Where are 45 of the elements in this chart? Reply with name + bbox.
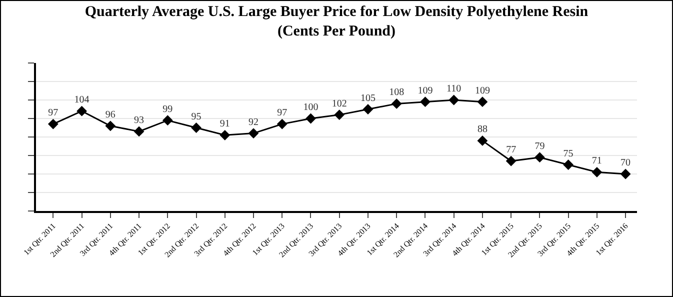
data-label: 105	[360, 92, 376, 104]
chart-title: Quarterly Average U.S. Large Buyer Price for Low Density Polyethylene Resin (Cents Per Pound)	[84, 4, 589, 40]
point	[477, 96, 488, 108]
point	[362, 104, 374, 114]
data-label: 99	[162, 104, 173, 115]
point	[248, 128, 259, 138]
point	[506, 156, 516, 166]
point	[592, 166, 602, 178]
data-label: 104	[74, 94, 90, 106]
point	[220, 130, 230, 140]
point	[162, 115, 173, 126]
point	[276, 118, 288, 130]
point	[105, 120, 116, 132]
point	[191, 122, 202, 133]
point	[534, 152, 545, 163]
point	[448, 94, 460, 106]
data-label: 93	[134, 114, 144, 126]
data-label: 92	[248, 116, 258, 128]
data-label: 102	[332, 98, 347, 110]
data-label: 95	[191, 111, 202, 122]
data-label: 77	[506, 144, 516, 156]
point	[48, 118, 58, 130]
point	[76, 106, 87, 116]
data-label: 108	[389, 87, 404, 98]
point	[334, 110, 345, 120]
point	[306, 113, 316, 124]
data-label: 97	[277, 108, 288, 119]
data-label: 70	[620, 158, 631, 168]
data-label: 97	[48, 108, 58, 119]
data-label: 110	[446, 84, 462, 94]
point	[391, 98, 402, 109]
point	[620, 168, 631, 180]
data-label: 109	[474, 85, 490, 96]
data-label: 96	[105, 109, 116, 120]
point	[420, 96, 430, 108]
data-label: 91	[220, 118, 230, 130]
point	[134, 126, 144, 137]
point	[563, 160, 574, 170]
point	[477, 136, 488, 146]
data-label: 71	[592, 156, 602, 167]
data-label: 79	[534, 140, 545, 152]
data-label: 75	[563, 148, 574, 160]
data-label: 100	[303, 102, 318, 113]
data-label: 109	[418, 85, 433, 96]
data-label: 88	[477, 124, 488, 136]
